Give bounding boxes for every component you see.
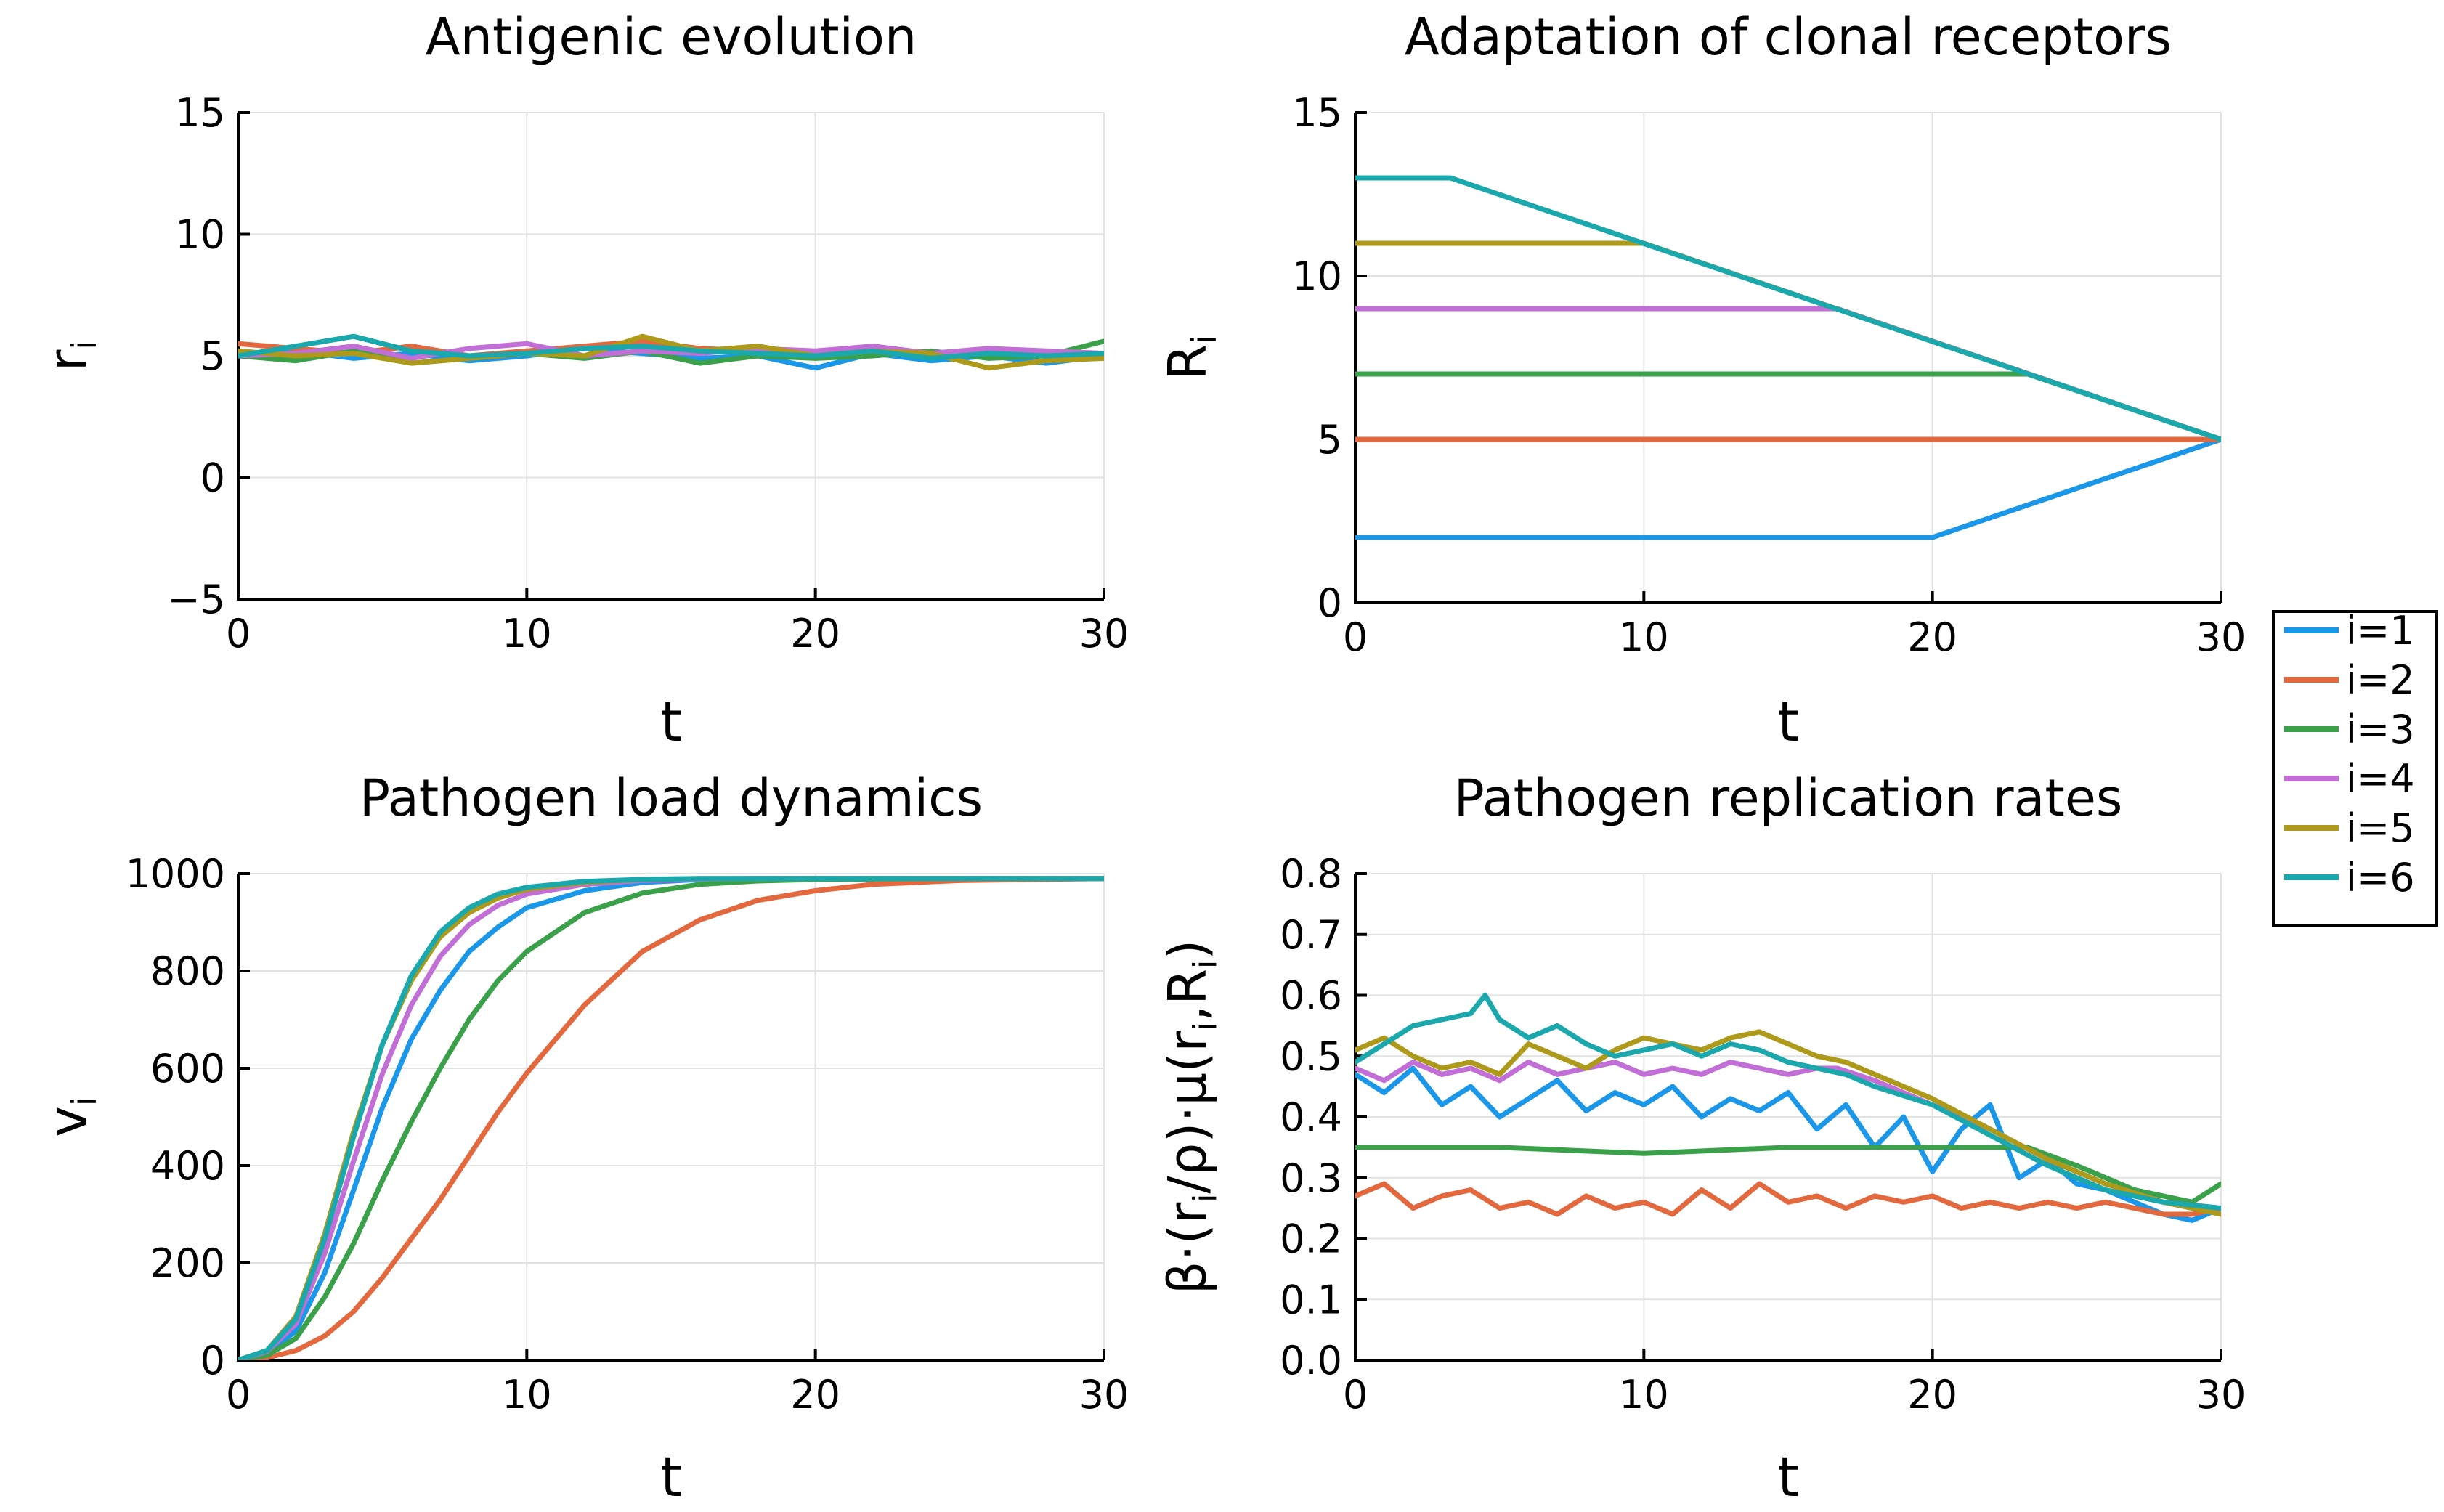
y-tick-label: 10 bbox=[175, 212, 225, 258]
x-tick-label: 30 bbox=[1079, 1372, 1129, 1418]
y-tick-label: 10 bbox=[1292, 253, 1342, 299]
x-tick-label: 20 bbox=[790, 611, 840, 657]
legend-label: i=5 bbox=[2346, 805, 2415, 851]
series-line-i=5 bbox=[238, 333, 1104, 371]
x-tick-label: 30 bbox=[1079, 611, 1129, 657]
x-tick-label: 20 bbox=[1907, 614, 1957, 660]
y-tick-label: 400 bbox=[150, 1143, 225, 1189]
series-line-i=2 bbox=[1355, 1181, 2221, 1217]
x-tick-label: 20 bbox=[790, 1372, 840, 1418]
y-tick-label: 0 bbox=[200, 455, 225, 501]
chart-title: Pathogen replication rates bbox=[1454, 768, 2123, 828]
x-axis-label: t bbox=[660, 1444, 682, 1509]
panel-replication-rates: 0 10 20 30 0.0 0.1 0.2 0.3 0.4 0.5 0.6 0.7 0.8 Pathog… bbox=[1157, 768, 2246, 1509]
panel-clonal-receptors: 0 10 20 30 0 5 10 15 Adaptation of clonal recept… bbox=[1157, 7, 2246, 754]
legend-label: i=6 bbox=[2346, 855, 2415, 901]
y-tick-label: 15 bbox=[1292, 90, 1342, 136]
x-tick-label: 0 bbox=[226, 1372, 251, 1418]
y-tick-label: 0.1 bbox=[1280, 1277, 1342, 1322]
y-tick-label: 0.5 bbox=[1280, 1033, 1342, 1079]
legend-label: i=2 bbox=[2346, 657, 2415, 703]
legend: i=1i=2i=3i=4i=5i=6 bbox=[2272, 608, 2438, 927]
series-line-i=1 bbox=[1355, 436, 2221, 540]
x-axis-label: t bbox=[1777, 1444, 1799, 1509]
y-tick-label: 0.7 bbox=[1280, 912, 1342, 958]
y-tick-label: 0.2 bbox=[1280, 1216, 1342, 1262]
y-tick-label: 0.6 bbox=[1280, 973, 1342, 1019]
series-line-i=5 bbox=[1355, 1029, 2221, 1217]
legend-label: i=1 bbox=[2346, 608, 2415, 654]
chart-title: Adaptation of clonal receptors bbox=[1405, 7, 2172, 67]
legend-box bbox=[2272, 610, 2438, 927]
series-line-i=1 bbox=[1355, 1065, 2221, 1223]
series-line-i=6 bbox=[238, 876, 1104, 1360]
series-line-i=6 bbox=[1355, 175, 2221, 442]
y-tick-label: −5 bbox=[167, 577, 225, 622]
x-tick-label: 0 bbox=[1343, 614, 1368, 660]
y-tick-label: 0.3 bbox=[1280, 1155, 1342, 1201]
x-tick-label: 10 bbox=[502, 611, 552, 657]
y-tick-label: 0.0 bbox=[1280, 1338, 1342, 1383]
chart-title: Antigenic evolution bbox=[426, 7, 917, 67]
y-tick-label: 800 bbox=[150, 948, 225, 994]
y-tick-label: 600 bbox=[150, 1046, 225, 1092]
series-line-i=5 bbox=[1355, 240, 2221, 442]
series-line-i=3 bbox=[1355, 371, 2221, 442]
series-line-i=2 bbox=[238, 876, 1104, 1360]
y-tick-label: 5 bbox=[1318, 417, 1342, 463]
y-axis-label: vi bbox=[37, 1097, 104, 1137]
y-tick-label: 15 bbox=[175, 90, 225, 136]
series-line-i=3 bbox=[1355, 1145, 2221, 1205]
y-tick-label: 1000 bbox=[126, 851, 225, 897]
x-axis-label: t bbox=[660, 689, 682, 754]
x-tick-label: 0 bbox=[1343, 1372, 1368, 1418]
series-line-i=6 bbox=[238, 333, 1104, 361]
x-tick-label: 10 bbox=[502, 1372, 552, 1418]
y-tick-label: 0.8 bbox=[1280, 851, 1342, 897]
y-tick-label: 0.4 bbox=[1280, 1094, 1342, 1140]
x-tick-label: 10 bbox=[1619, 614, 1669, 660]
series-line-i=6 bbox=[1355, 993, 2221, 1211]
x-tick-label: 30 bbox=[2196, 1372, 2246, 1418]
x-axis-label: t bbox=[1777, 689, 1799, 754]
y-axis-label: ri bbox=[37, 341, 104, 371]
chart-title: Pathogen load dynamics bbox=[360, 768, 983, 828]
y-tick-label: 0 bbox=[200, 1338, 225, 1383]
series-line-i=4 bbox=[238, 341, 1104, 361]
y-tick-label: 200 bbox=[150, 1240, 225, 1286]
legend-label: i=3 bbox=[2346, 707, 2415, 752]
x-tick-label: 0 bbox=[226, 611, 251, 657]
y-axis-label: β·(ri/ρ)·μ(ri,Ri) bbox=[1157, 940, 1224, 1295]
x-tick-label: 20 bbox=[1907, 1372, 1957, 1418]
x-tick-label: 30 bbox=[2196, 614, 2246, 660]
y-tick-label: 0 bbox=[1318, 580, 1342, 626]
series-line-i=4 bbox=[238, 876, 1104, 1360]
y-tick-label: 5 bbox=[200, 333, 225, 379]
panel-pathogen-load: 0 10 20 30 0 200 400 600 800 1000 Pathogen load dy… bbox=[37, 768, 1129, 1509]
legend-label: i=4 bbox=[2346, 756, 2415, 802]
x-tick-label: 10 bbox=[1619, 1372, 1669, 1418]
y-axis-label: Ri bbox=[1157, 335, 1224, 381]
